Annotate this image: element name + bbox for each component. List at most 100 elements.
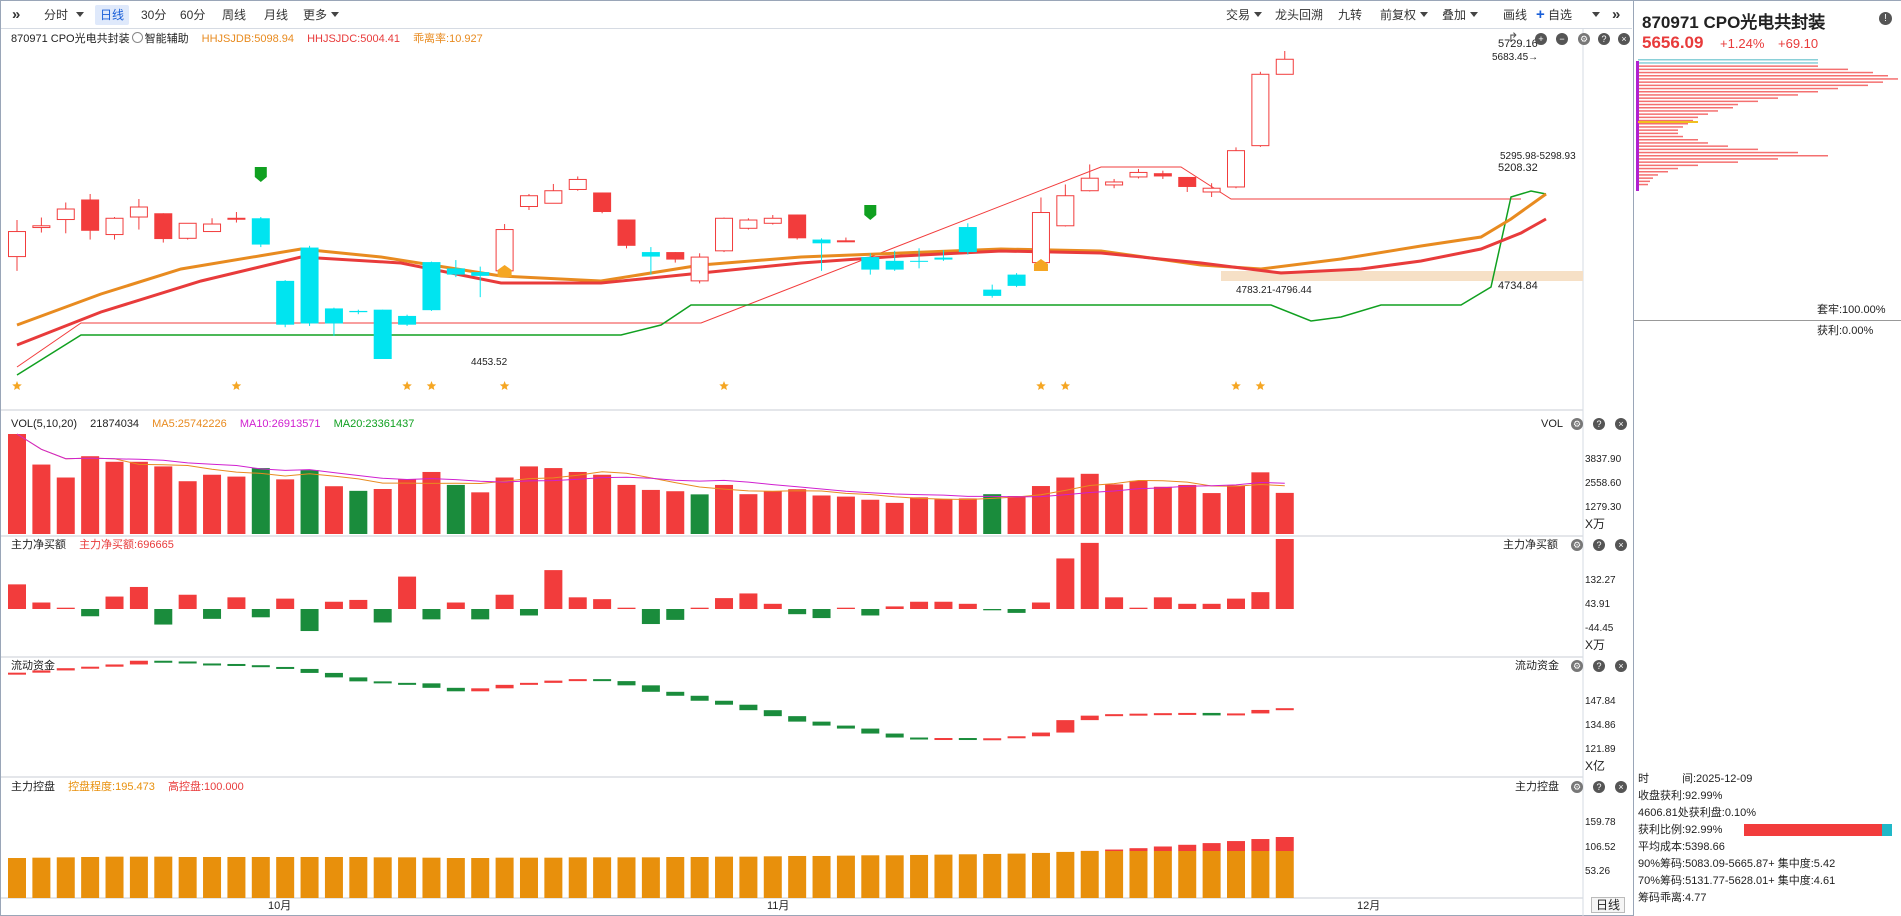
net-settings-icon[interactable]: ⚙ (1571, 539, 1583, 551)
control-bar-base (1080, 851, 1099, 898)
candle-body (1031, 212, 1050, 264)
candle (934, 250, 953, 261)
net-buy-bar (1056, 558, 1075, 609)
price-tick-mid: 5208.32 (1498, 162, 1538, 174)
expand-right-icon[interactable]: » (1612, 6, 1621, 23)
candle (910, 248, 929, 269)
net-buy-bar (324, 601, 343, 609)
star-icon (12, 381, 22, 390)
leader-review-button[interactable]: 龙头回溯 (1275, 8, 1324, 22)
candle (1275, 51, 1294, 75)
chip-line (1638, 158, 1778, 160)
flow-settings-icon[interactable]: ⚙ (1571, 660, 1583, 672)
net-close-icon[interactable]: × (1615, 539, 1627, 551)
candle-body (836, 240, 855, 243)
net-buy-bar (1080, 542, 1099, 609)
candle (861, 253, 880, 275)
candle-body (861, 257, 880, 270)
draw-line-button[interactable]: 画线 (1503, 8, 1528, 22)
ctrl-close-icon[interactable]: × (1615, 781, 1627, 793)
period-indicator-button[interactable]: 日线 (1591, 897, 1626, 913)
flow-help-icon[interactable]: ? (1593, 660, 1605, 672)
candle (349, 309, 368, 315)
zoom-in-icon[interactable]: + (1535, 33, 1547, 45)
candle (544, 183, 563, 204)
flow-bar (349, 677, 368, 682)
volume-bar (227, 476, 246, 534)
tab-daily[interactable]: 日线 (95, 5, 130, 25)
net-buy-bar (56, 607, 75, 609)
net-buy-bar (690, 607, 709, 609)
flow-bar (861, 728, 880, 734)
control-bar-base (251, 856, 270, 898)
tab-weekly[interactable]: 周线 (222, 8, 247, 22)
flow-unit: X亿 (1585, 759, 1606, 773)
ctrl-settings-icon[interactable]: ⚙ (1571, 781, 1583, 793)
more-dropdown[interactable]: 更多 (298, 5, 344, 25)
month-dec: 12月 (1357, 900, 1381, 912)
watchlist-dropdown[interactable] (1585, 5, 1603, 25)
volume-bar (349, 490, 368, 534)
nine-turn-button[interactable]: 九转 (1338, 8, 1363, 22)
overlay-dropdown[interactable]: 叠加 (1437, 5, 1483, 25)
control-bar-base (129, 856, 148, 898)
control-bar-base (1227, 851, 1245, 898)
candle (836, 237, 855, 243)
main-help-icon[interactable]: ? (1598, 33, 1610, 45)
vol-close-icon[interactable]: × (1615, 418, 1627, 430)
annotation-range2: 4783.21-4796.44 (1236, 285, 1312, 296)
control-bar-excess (1275, 837, 1294, 851)
main-close-icon[interactable]: × (1618, 33, 1630, 45)
tab-monthly[interactable]: 月线 (264, 8, 289, 22)
volume-bar (446, 484, 465, 534)
candle (422, 261, 441, 311)
candle-body (568, 178, 587, 190)
candle-body (1202, 187, 1221, 193)
annotation-range1: 5295.98-5298.93 (1500, 151, 1576, 162)
flow-bar (1007, 736, 1026, 739)
candle-body (32, 225, 51, 229)
forward-adjust-dropdown[interactable]: 前复权 (1375, 5, 1433, 25)
vol-help-icon[interactable]: ? (1593, 418, 1605, 430)
candle (8, 220, 26, 271)
candle-body (203, 223, 222, 233)
ctrl-tick-2: 106.52 (1585, 842, 1616, 853)
candle-body (1275, 58, 1294, 75)
tab-60min[interactable]: 60分 (180, 8, 206, 22)
control-bar-base (1031, 852, 1050, 898)
tab-fenshi[interactable]: 分时 (44, 8, 69, 22)
candle (666, 252, 685, 263)
volume-bar (1227, 485, 1245, 534)
zoom-out-icon[interactable]: − (1556, 33, 1568, 45)
add-icon[interactable]: + (1536, 6, 1545, 23)
candle-body (519, 195, 538, 208)
assist-dropdown-icon[interactable] (131, 32, 143, 43)
ctrl-help-icon[interactable]: ? (1593, 781, 1605, 793)
net-buy-bar (934, 601, 953, 609)
control-bar-base (422, 857, 441, 898)
candle (471, 266, 490, 298)
fenshi-dropdown[interactable] (69, 5, 87, 25)
trade-dropdown[interactable]: 交易 (1221, 5, 1267, 25)
stock-name: 870971 CPO光电共封装 (1642, 13, 1826, 32)
avg-cost-line (1638, 121, 1698, 123)
net-tick-2: 43.91 (1585, 599, 1611, 610)
control-bar-base (276, 856, 295, 898)
main-settings-icon[interactable]: ⚙ (1578, 33, 1590, 45)
net-value: 主力净买额:696665 (79, 539, 174, 551)
net-buy-bar (885, 606, 904, 609)
chip-90: 90%筹码:5083.09-5665.87+ 集中度:5.42 (1638, 858, 1836, 870)
control-bar-base (958, 854, 977, 898)
share-icon[interactable]: ↱ (1507, 30, 1519, 45)
expand-left-icon[interactable]: » (12, 6, 21, 23)
info-icon[interactable]: ! (1879, 12, 1892, 25)
candle-body (1129, 171, 1148, 178)
flow-close-icon[interactable]: × (1615, 660, 1627, 672)
net-help-icon[interactable]: ? (1593, 539, 1605, 551)
watchlist-button[interactable]: 自选 (1548, 8, 1573, 22)
vol-settings-icon[interactable]: ⚙ (1571, 418, 1583, 430)
assist-label[interactable]: 智能辅助 (144, 33, 189, 45)
flow-bar (81, 666, 100, 669)
tab-30min[interactable]: 30分 (141, 8, 167, 22)
